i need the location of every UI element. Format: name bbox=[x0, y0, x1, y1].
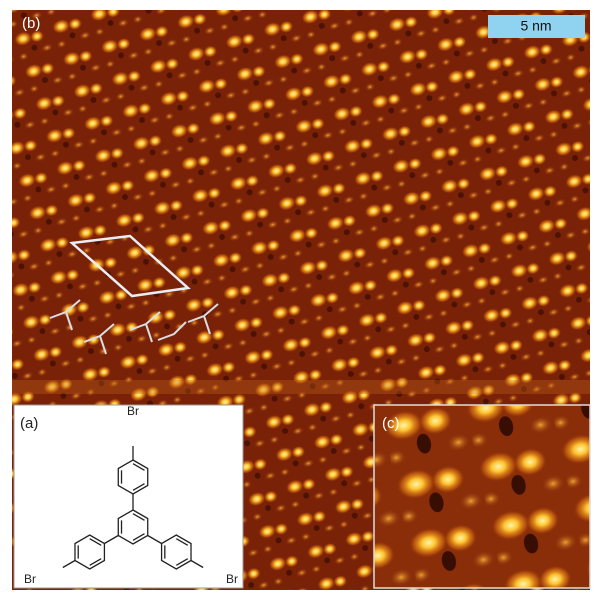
panel-label: (b) bbox=[22, 15, 40, 32]
figure: (b) 5 nm (a) Br Br Br (c) bbox=[0, 0, 599, 599]
inset-structure bbox=[14, 405, 243, 588]
page: (b) 5 nm (a) Br Br Br (c) (() => { const… bbox=[0, 0, 599, 599]
step-edge bbox=[12, 380, 590, 394]
atom-label: Br bbox=[24, 572, 36, 586]
scale-bar-label: 5 nm bbox=[520, 18, 551, 34]
panel-label: (a) bbox=[20, 415, 38, 432]
inset-zoom bbox=[374, 405, 590, 588]
atom-label: Br bbox=[127, 404, 139, 418]
atom-label: Br bbox=[226, 572, 238, 586]
panel-label: (c) bbox=[382, 415, 400, 432]
